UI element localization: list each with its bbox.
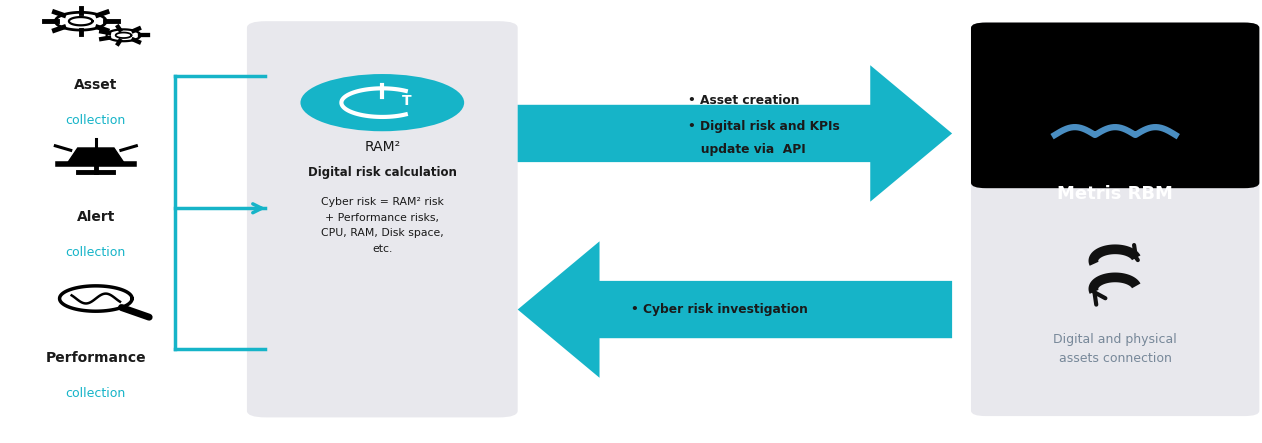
Text: Digital risk calculation: Digital risk calculation [308, 167, 457, 179]
Text: • Cyber risk investigation: • Cyber risk investigation [631, 303, 808, 316]
Text: Digital and physical
assets connection: Digital and physical assets connection [1054, 333, 1177, 365]
FancyBboxPatch shape [247, 21, 517, 417]
Text: RAM²: RAM² [365, 140, 400, 154]
Text: • Digital risk and KPIs: • Digital risk and KPIs [688, 120, 839, 133]
Polygon shape [67, 148, 125, 164]
Polygon shape [517, 241, 952, 378]
Text: T: T [403, 94, 411, 108]
Bar [986, 136, 1244, 183]
Text: update via  API: update via API [688, 143, 805, 156]
Text: collection: collection [66, 246, 126, 259]
Text: collection: collection [66, 114, 126, 127]
FancyBboxPatch shape [970, 23, 1259, 416]
Text: Alert: Alert [77, 210, 115, 225]
Text: • Asset creation: • Asset creation [688, 94, 799, 107]
Circle shape [300, 74, 464, 131]
Text: Asset: Asset [74, 78, 117, 93]
Text: Cyber risk = RAM² risk
+ Performance risks,
CPU, RAM, Disk space,
etc.: Cyber risk = RAM² risk + Performance ris… [321, 197, 444, 254]
FancyBboxPatch shape [970, 23, 1259, 188]
Text: Performance: Performance [45, 351, 146, 365]
Text: collection: collection [66, 387, 126, 400]
Text: Metris RBM: Metris RBM [1058, 186, 1174, 203]
Polygon shape [517, 65, 952, 202]
